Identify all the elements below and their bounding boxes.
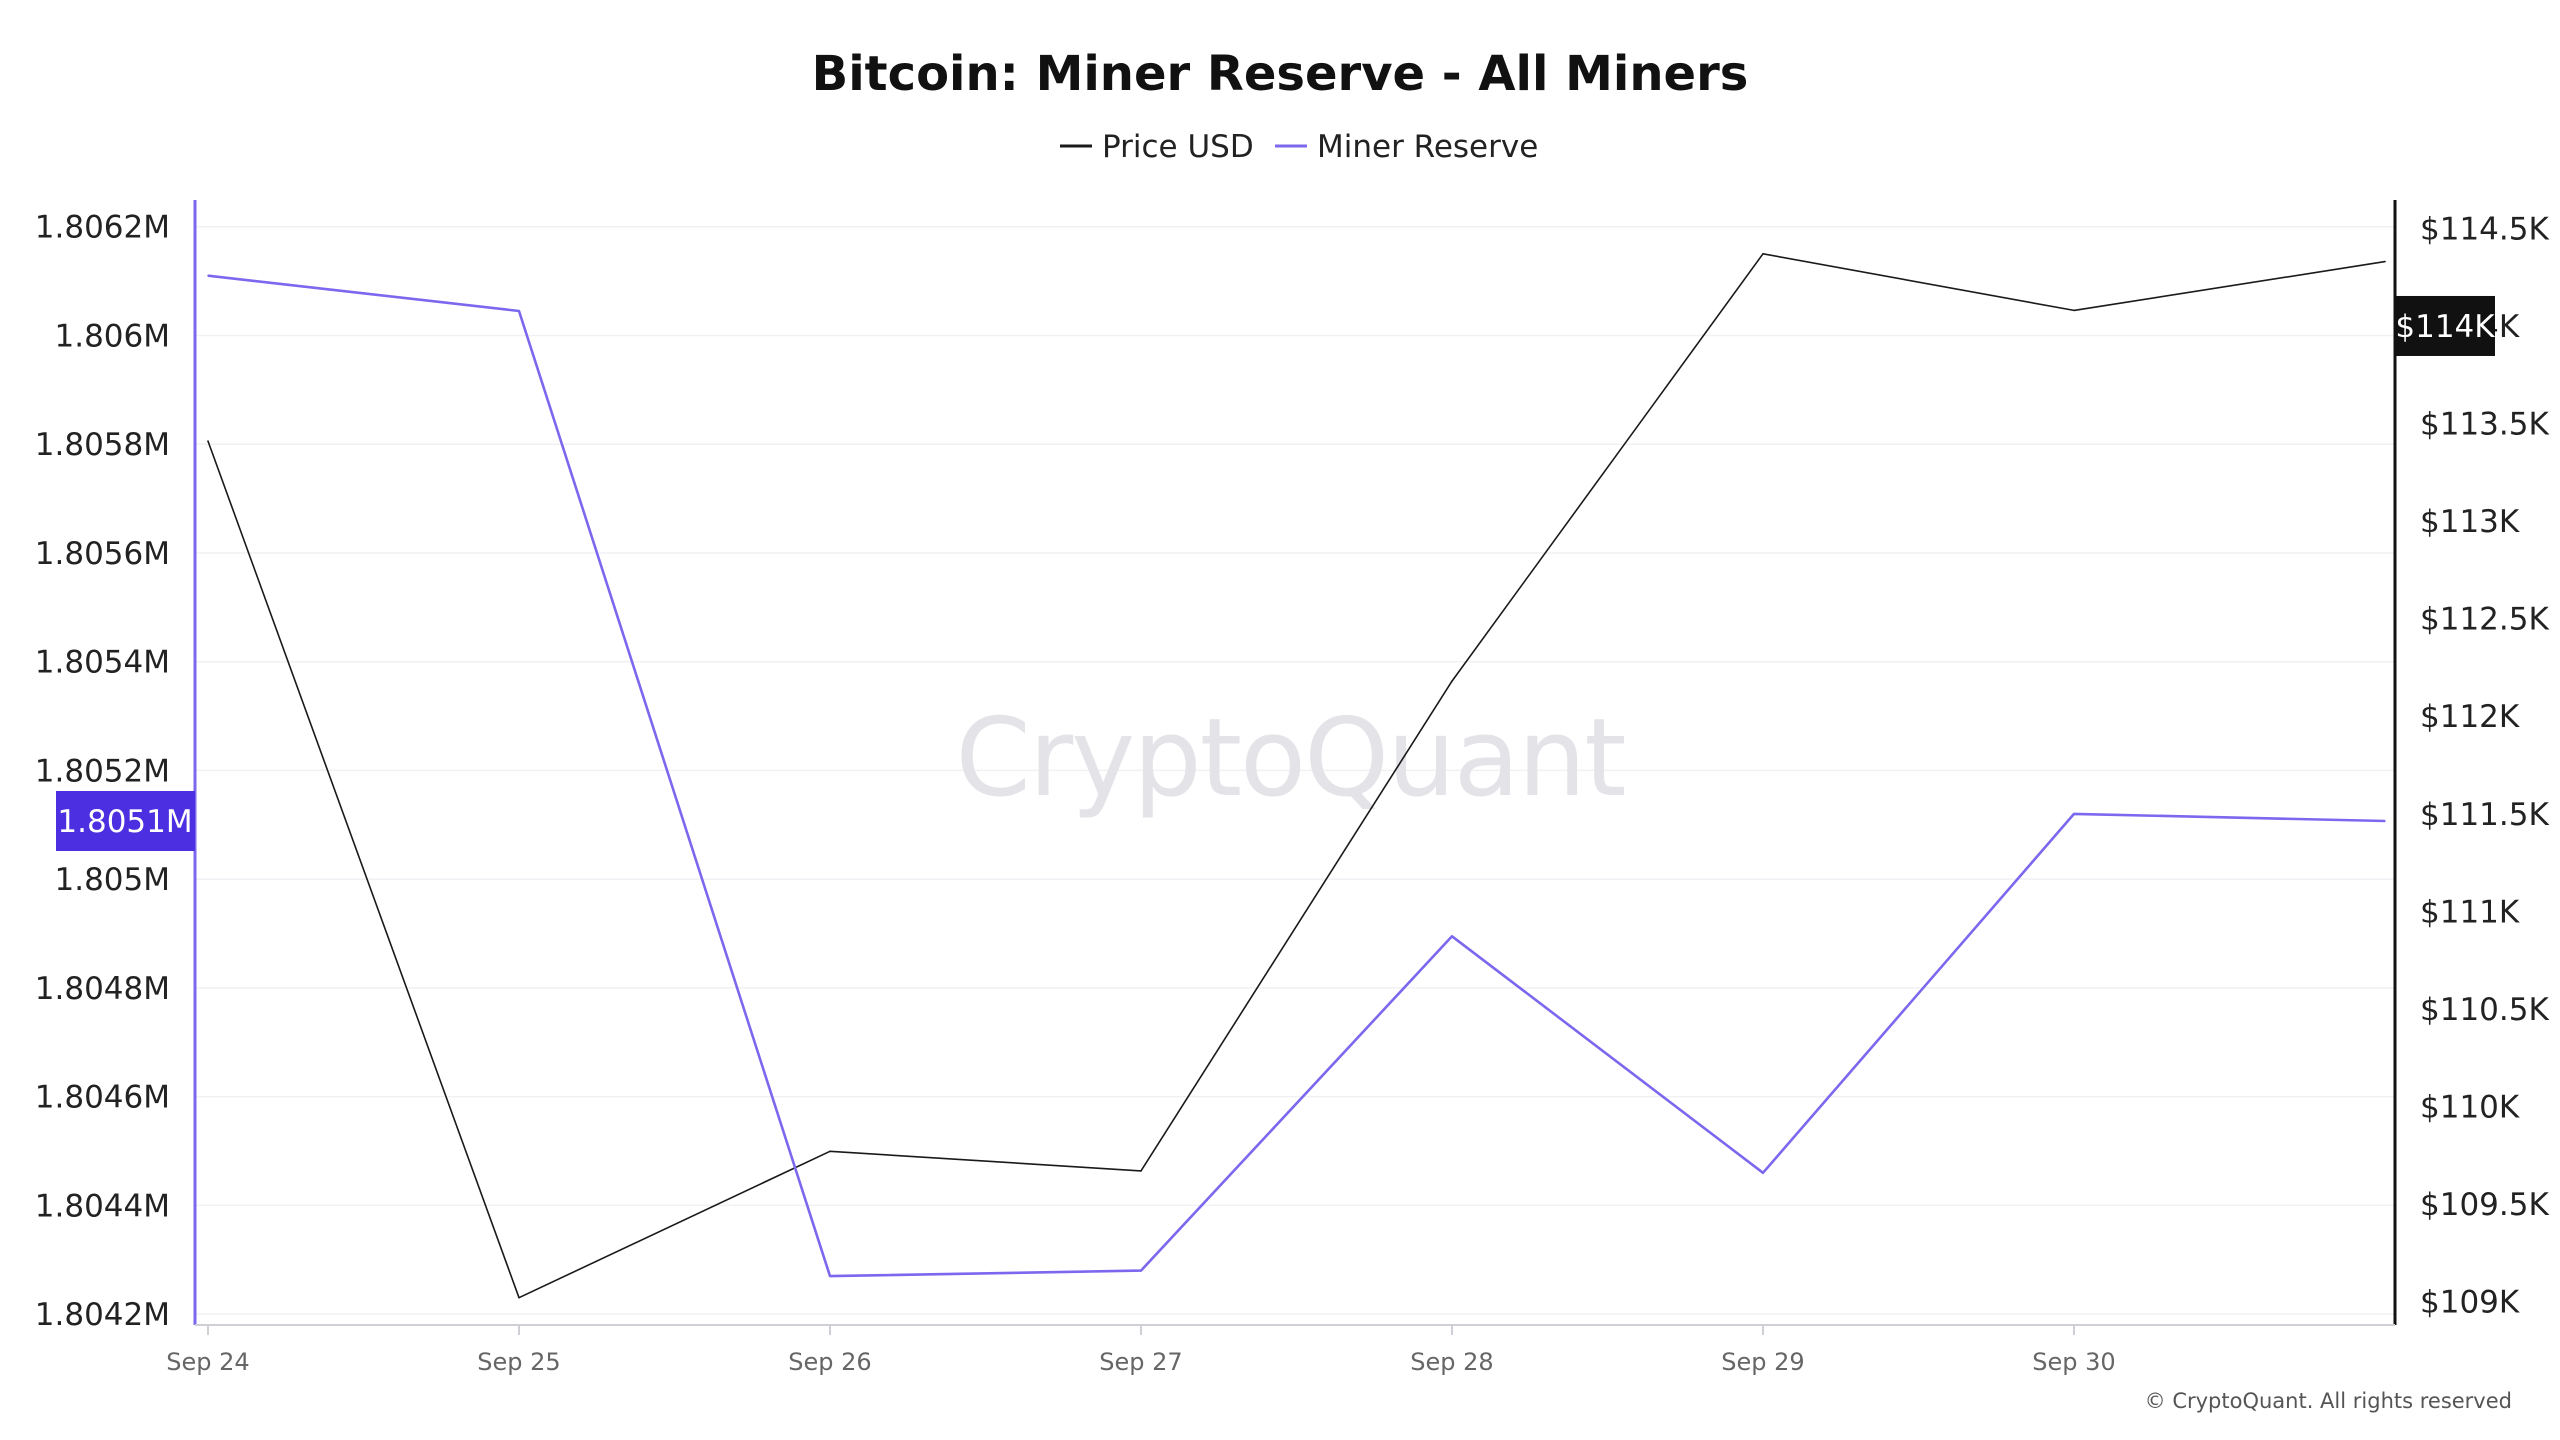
right-axis-tick-label: $111K: [2420, 894, 2520, 930]
miner-reserve-point: [829, 1275, 831, 1277]
miner-reserve-point: [1140, 1269, 1142, 1272]
left-axis-tick-label: 1.8052M: [35, 753, 170, 789]
miner-reserve-point: [1451, 935, 1453, 938]
left-axis-tick-label: 1.8056M: [35, 536, 170, 572]
left-axis-tick-label: 1.8062M: [35, 210, 170, 246]
miner-reserve-point: [1762, 1171, 1764, 1174]
grid-layer: [195, 225, 2395, 1315]
axes: 1.8042M 1.8044M 1.8046M 1.8048M 1.805M 1.8052…: [35, 200, 2549, 1376]
right-axis-tick-label: $110.5K: [2420, 992, 2549, 1028]
left-axis-tick-label: 1.8044M: [35, 1188, 170, 1224]
chart-title: Bitcoin: Miner Reserve - All Miners: [812, 46, 1749, 102]
x-axis-tick-label: Sep 25: [477, 1348, 560, 1376]
left-axis-tick-label: 1.8058M: [35, 427, 170, 463]
legend-item-miner-reserve[interactable]: Miner Reserve: [1275, 129, 1538, 165]
left-axis-current-value-badge: [56, 791, 195, 851]
legend-label: Price USD: [1102, 129, 1254, 165]
price-usd-point: [1451, 680, 1453, 682]
legend-label: Miner Reserve: [1317, 129, 1538, 165]
left-axis-tick-label: 1.8054M: [35, 645, 170, 681]
series-layer: [207, 252, 2386, 1299]
miner-reserve-point: [2073, 813, 2075, 815]
price-usd-line: [207, 253, 2386, 1299]
price-usd-point: [207, 440, 209, 442]
left-axis-tick-label: 1.8048M: [35, 971, 170, 1007]
miner-reserve-line: [207, 274, 2386, 1278]
price-usd-point: [2384, 260, 2386, 263]
x-axis-tick-label: Sep 28: [1410, 1348, 1493, 1376]
price-usd-point: [1762, 252, 1764, 255]
right-axis-tick-label: $110K: [2420, 1089, 2520, 1125]
miner-reserve-point: [2384, 820, 2386, 822]
left-axis-tick-label: 1.805M: [55, 862, 171, 898]
x-axis-tick-label: Sep 30: [2032, 1348, 2115, 1376]
right-axis-tick-label: $113.5K: [2420, 407, 2549, 443]
right-axis-current-value-badge: [2395, 295, 2495, 356]
price-usd-point: [1140, 1170, 1142, 1172]
legend[interactable]: Price USD Miner Reserve: [1060, 129, 1538, 165]
current-value-badges: 1.8051M $114K: [56, 295, 2495, 851]
left-axis-tick-label: 1.8046M: [35, 1080, 170, 1116]
right-axis-tick-label: $114.5K: [2420, 211, 2549, 247]
watermark: CryptoQuant: [955, 696, 1624, 821]
right-axis-tick-label: $111.5K: [2420, 797, 2549, 833]
miner-reserve-point: [207, 274, 209, 277]
right-axis-tick-label: $109K: [2420, 1285, 2520, 1321]
miner-reserve-point: [518, 310, 520, 312]
left-axis-tick-label: 1.806M: [55, 318, 171, 354]
price-usd-point: [518, 1296, 520, 1299]
left-axis-tick-label: 1.8042M: [35, 1297, 170, 1333]
right-axis-tick-label: $112.5K: [2420, 602, 2549, 638]
left-axis-current-value-label: 1.8051M: [57, 804, 192, 840]
x-axis-tick-label: Sep 24: [166, 1348, 249, 1376]
legend-item-price-usd[interactable]: Price USD: [1060, 129, 1254, 165]
right-axis-current-value-label: $114K: [2395, 309, 2495, 345]
copyright-notice: © CryptoQuant. All rights reserved: [2145, 1389, 2512, 1413]
x-axis-tick-label: Sep 26: [788, 1348, 871, 1376]
price-usd-point: [829, 1150, 831, 1153]
right-axis-tick-label: $109.5K: [2420, 1187, 2549, 1223]
right-axis-tick-label: $112K: [2420, 699, 2520, 735]
right-axis-tick-label: $113K: [2420, 504, 2520, 540]
x-axis-tick-label: Sep 27: [1099, 1348, 1182, 1376]
x-axis-tick-label: Sep 29: [1721, 1348, 1804, 1376]
price-usd-point: [2073, 309, 2075, 312]
